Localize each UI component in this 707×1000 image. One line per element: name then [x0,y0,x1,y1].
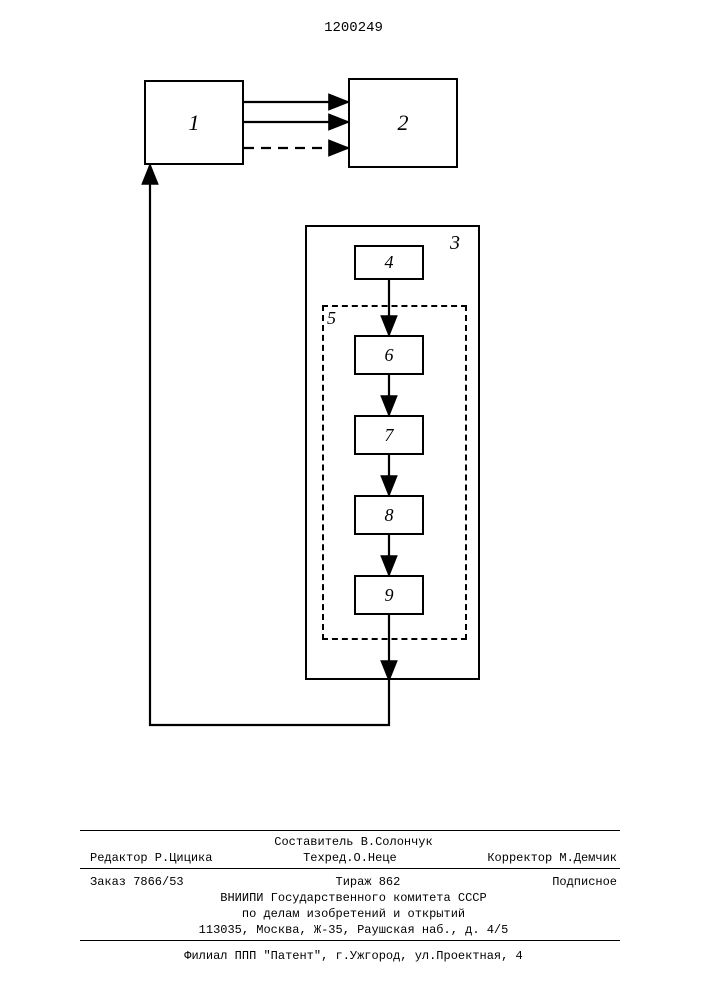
block-9: 9 [354,575,424,615]
block-3-label: 3 [450,232,460,255]
block-6-label: 6 [385,345,394,366]
block-9-label: 9 [385,585,394,606]
block-8: 8 [354,495,424,535]
footer-podpisnoe: Подписное [552,874,617,891]
footer-row-1b: Редактор Р.Цицика Техред.О.Неце Корректо… [0,850,707,867]
block-8-label: 8 [385,505,394,526]
footer-vniipi: ВНИИПИ Государственного комитета СССР [220,891,486,905]
footer-row-1: Составитель В.Солончук [0,834,707,851]
footer-rule-3 [80,940,620,941]
footer-row-5: 113035, Москва, Ж-35, Раушская наб., д. … [0,922,707,939]
footer-tirazh: Тираж 862 [336,874,401,891]
block-2-label: 2 [398,110,409,136]
footer-rule-2 [80,868,620,869]
footer-compiler: Составитель В.Солончук [274,835,432,849]
block-1: 1 [144,80,244,165]
block-4-label: 4 [385,252,394,273]
block-6: 6 [354,335,424,375]
header-number: 1200249 [0,20,707,36]
footer-order: Заказ 7866/53 [90,874,184,891]
block-4: 4 [354,245,424,280]
footer-dela: по делам изобретений и открытий [242,907,465,921]
footer-row-6: Филиал ППП "Патент", г.Ужгород, ул.Проек… [0,948,707,965]
footer-tehred: Техред.О.Неце [303,850,397,867]
footer-row-3: ВНИИПИ Государственного комитета СССР [0,890,707,907]
block-2: 2 [348,78,458,168]
footer-address: 113035, Москва, Ж-35, Раушская наб., д. … [199,923,509,937]
block-1-label: 1 [189,110,200,136]
footer-row-4: по делам изобретений и открытий [0,906,707,923]
page-root: 1200249 1 2 3 4 5 6 7 8 9 Со [0,0,707,1000]
block-7-label: 7 [385,425,394,446]
footer-editor: Редактор Р.Цицика [90,850,212,867]
footer-row-2: Заказ 7866/53 Тираж 862 Подписное [0,874,707,891]
footer-corrector: Корректор М.Демчик [487,850,617,867]
footer-filial: Филиал ППП "Патент", г.Ужгород, ул.Проек… [184,949,522,963]
footer-rule-1 [80,830,620,831]
block-5-label: 5 [327,308,336,329]
block-7: 7 [354,415,424,455]
